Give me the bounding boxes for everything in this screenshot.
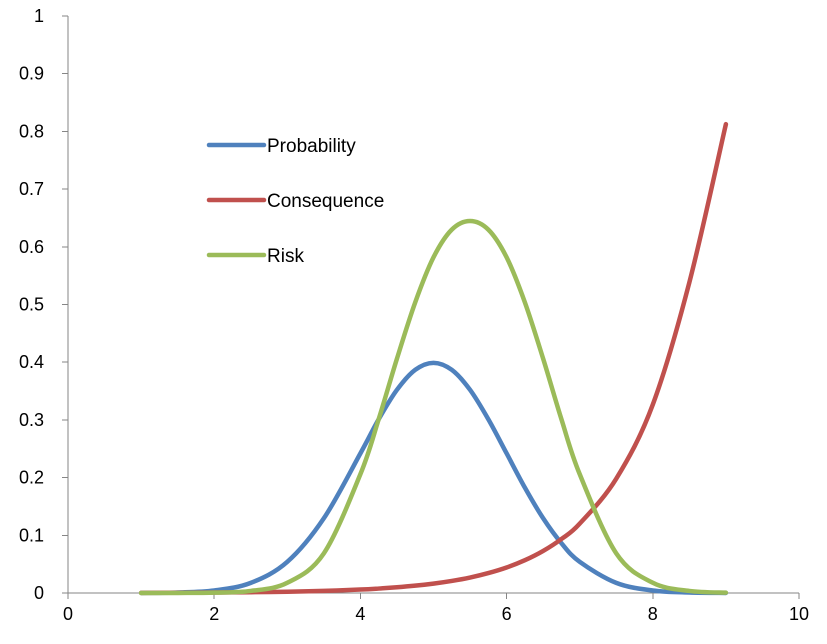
y-tick-label: 0.9 [19,64,44,84]
y-tick-label: 0.2 [19,468,44,488]
y-tick-label: 0.7 [19,179,44,199]
y-tick-label: 0.1 [19,525,44,545]
x-tick-label: 10 [789,604,809,624]
y-tick-label: 0.8 [19,121,44,141]
legend-label-consequence: Consequence [267,191,384,212]
x-tick-label: 0 [63,604,73,624]
x-tick-labels: 0 2 4 6 8 10 [63,604,809,624]
series-line-consequence [138,121,729,596]
y-tick-labels: 0 0.1 0.2 0.3 0.4 0.5 0.6 0.7 0.8 0.9 1 [19,6,44,603]
y-tick-label: 0.6 [19,237,44,257]
y-tick-label: 0 [34,583,44,603]
legend: Probability Consequence Risk [206,136,384,267]
y-tick-label: 0.5 [19,295,44,315]
legend-label-probability: Probability [267,136,356,157]
y-tick-label: 1 [34,6,44,26]
y-tick-label: 0.3 [19,410,44,430]
x-tick-label: 2 [209,604,219,624]
x-tick-label: 8 [648,604,658,624]
x-tick-label: 4 [355,604,365,624]
y-tick-label: 0.4 [19,352,44,372]
series-line-probability [138,360,729,596]
series-lines [138,121,729,596]
x-tick-label: 6 [502,604,512,624]
series-line-risk [138,218,729,596]
legend-label-risk: Risk [267,246,304,267]
